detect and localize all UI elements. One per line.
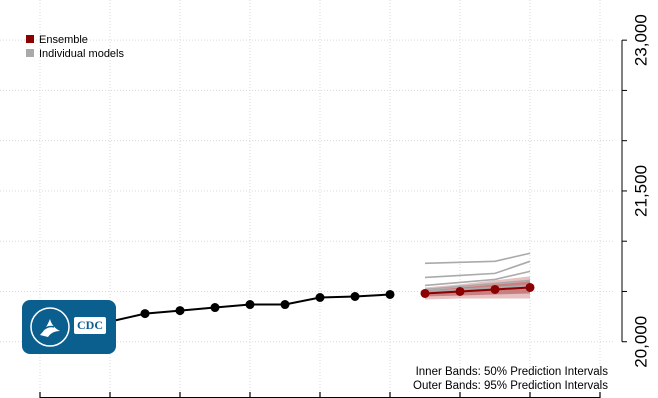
ensemble-line	[424, 286, 531, 295]
observed-point-6	[280, 300, 290, 310]
observed-point-8	[350, 292, 360, 301]
legend-swatch-ensemble	[26, 35, 34, 43]
individual-model-lines	[424, 252, 531, 293]
y-axis: 20,000 21,500 23,000	[621, 14, 650, 368]
ensemble-point-3	[525, 282, 535, 292]
cdc-logo-text: CDC	[74, 317, 106, 334]
legend: Ensemble Individual models	[26, 34, 124, 60]
legend-swatch-individual-models	[26, 49, 34, 57]
grid-lines	[0, 0, 615, 392]
legend-label-ensemble: Ensemble	[39, 34, 88, 46]
individual-model-line-1	[424, 260, 531, 279]
individual-model-line-3	[424, 279, 531, 291]
hhs-eagle-icon	[30, 307, 70, 347]
ensemble-point-2	[490, 284, 500, 294]
band-notes: Inner Bands: 50% Prediction Intervals Ou…	[413, 366, 608, 392]
observed-point-4	[210, 303, 220, 313]
legend-label-individual-models: Individual models	[39, 48, 124, 60]
ensemble-series	[420, 282, 535, 298]
ensemble-point-1	[455, 286, 465, 296]
y-tick-label-2: 23,000	[631, 14, 650, 66]
individual-model-line-4	[424, 284, 531, 293]
individual-model-line-0	[424, 252, 531, 265]
individual-model-line-2	[424, 270, 531, 287]
observed-point-9	[385, 289, 395, 299]
observed-series	[70, 289, 395, 330]
observed-point-3	[175, 306, 185, 316]
note-inner-bands: Inner Bands: 50% Prediction Intervals	[416, 366, 609, 378]
observed-point-5	[245, 300, 255, 310]
y-tick-label-0: 20,000	[631, 316, 650, 368]
ensemble-point-0	[420, 288, 430, 298]
x-axis	[39, 392, 601, 398]
observed-point-7	[315, 293, 325, 303]
note-outer-bands: Outer Bands: 95% Prediction Intervals	[413, 380, 608, 392]
y-tick-label-1: 21,500	[631, 165, 650, 217]
cdc-logo: CDC	[22, 300, 116, 354]
observed-line	[74, 293, 391, 326]
observed-point-2	[140, 309, 150, 319]
